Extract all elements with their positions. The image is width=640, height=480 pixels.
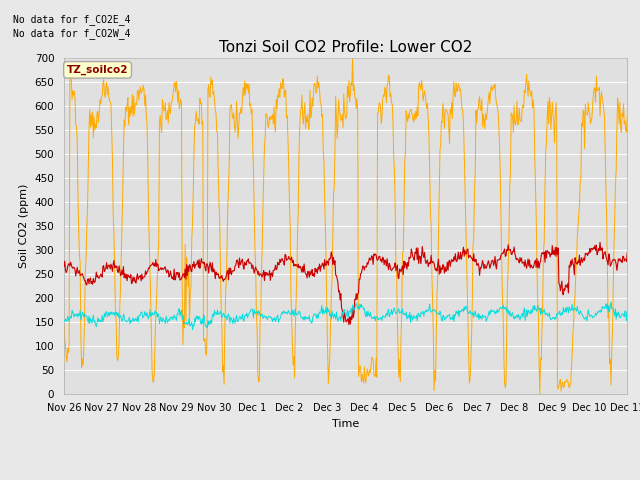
Text: No data for f_CO2W_4: No data for f_CO2W_4 — [13, 28, 131, 39]
Y-axis label: Soil CO2 (ppm): Soil CO2 (ppm) — [19, 183, 29, 268]
Text: No data for f_CO2E_4: No data for f_CO2E_4 — [13, 13, 131, 24]
Legend: Open -8cm, Tree -8cm, Tree2 -8cm: Open -8cm, Tree -8cm, Tree2 -8cm — [180, 477, 511, 480]
Text: TZ_soilco2: TZ_soilco2 — [67, 65, 128, 75]
Title: Tonzi Soil CO2 Profile: Lower CO2: Tonzi Soil CO2 Profile: Lower CO2 — [219, 40, 472, 55]
X-axis label: Time: Time — [332, 419, 359, 429]
